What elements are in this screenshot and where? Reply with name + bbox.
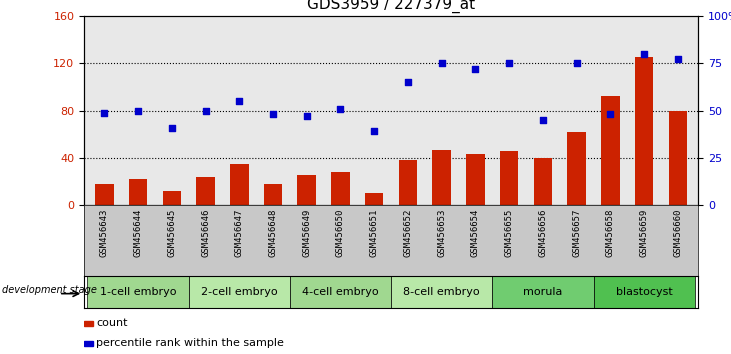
Text: 8-cell embryo: 8-cell embryo: [404, 287, 480, 297]
Bar: [669, 111, 687, 205]
Text: GSM456644: GSM456644: [134, 209, 143, 257]
Point: [335, 106, 346, 112]
Bar: [365, 194, 384, 205]
Bar: [88, 276, 189, 308]
Point: [537, 117, 549, 123]
Bar: [290, 276, 391, 308]
Bar: [264, 184, 282, 205]
Text: GSM456654: GSM456654: [471, 209, 480, 257]
Text: development stage: development stage: [1, 285, 96, 296]
Point: [402, 79, 414, 85]
Point: [132, 108, 144, 114]
Bar: [594, 276, 694, 308]
Bar: [601, 96, 620, 205]
Text: GSM456643: GSM456643: [100, 209, 109, 257]
Text: GSM456649: GSM456649: [302, 209, 311, 257]
Bar: [500, 151, 518, 205]
Point: [605, 112, 616, 117]
Text: GSM456657: GSM456657: [572, 209, 581, 257]
Point: [166, 125, 178, 131]
Text: GSM456647: GSM456647: [235, 209, 243, 257]
Text: GSM456651: GSM456651: [370, 209, 379, 257]
Point: [436, 61, 447, 66]
Point: [672, 57, 683, 62]
Bar: [391, 276, 492, 308]
Bar: [189, 276, 290, 308]
Text: GSM456658: GSM456658: [606, 209, 615, 257]
Bar: [433, 150, 451, 205]
Bar: [95, 184, 113, 205]
Point: [469, 66, 481, 72]
Text: count: count: [96, 318, 128, 328]
Text: GSM456656: GSM456656: [539, 209, 548, 257]
Point: [571, 61, 583, 66]
Bar: [534, 158, 552, 205]
Bar: [398, 160, 417, 205]
Point: [99, 110, 110, 115]
Text: morula: morula: [523, 287, 563, 297]
Text: GSM456652: GSM456652: [404, 209, 412, 257]
Bar: [129, 179, 148, 205]
Bar: [84, 341, 94, 346]
Text: 1-cell embryo: 1-cell embryo: [100, 287, 176, 297]
Point: [368, 129, 380, 134]
Bar: [162, 191, 181, 205]
Text: GSM456660: GSM456660: [673, 209, 682, 257]
Bar: [84, 321, 94, 326]
Bar: [196, 177, 215, 205]
Text: 2-cell embryo: 2-cell embryo: [201, 287, 278, 297]
Bar: [298, 175, 316, 205]
Text: GSM456659: GSM456659: [640, 209, 648, 257]
Title: GDS3959 / 227379_at: GDS3959 / 227379_at: [307, 0, 475, 13]
Point: [200, 108, 211, 114]
Text: GSM456645: GSM456645: [167, 209, 176, 257]
Text: GSM456650: GSM456650: [336, 209, 345, 257]
Bar: [567, 132, 586, 205]
Text: 4-cell embryo: 4-cell embryo: [302, 287, 379, 297]
Point: [504, 61, 515, 66]
Point: [267, 112, 279, 117]
Bar: [230, 164, 249, 205]
Text: GSM456653: GSM456653: [437, 209, 446, 257]
Bar: [635, 57, 654, 205]
Point: [301, 114, 313, 119]
Bar: [466, 154, 485, 205]
Text: GSM456648: GSM456648: [268, 209, 278, 257]
Point: [638, 51, 650, 57]
Text: percentile rank within the sample: percentile rank within the sample: [96, 338, 284, 348]
Point: [233, 98, 245, 104]
Text: GSM456655: GSM456655: [504, 209, 514, 257]
Bar: [492, 276, 594, 308]
Text: blastocyst: blastocyst: [616, 287, 673, 297]
Bar: [331, 172, 349, 205]
Text: GSM456646: GSM456646: [201, 209, 210, 257]
